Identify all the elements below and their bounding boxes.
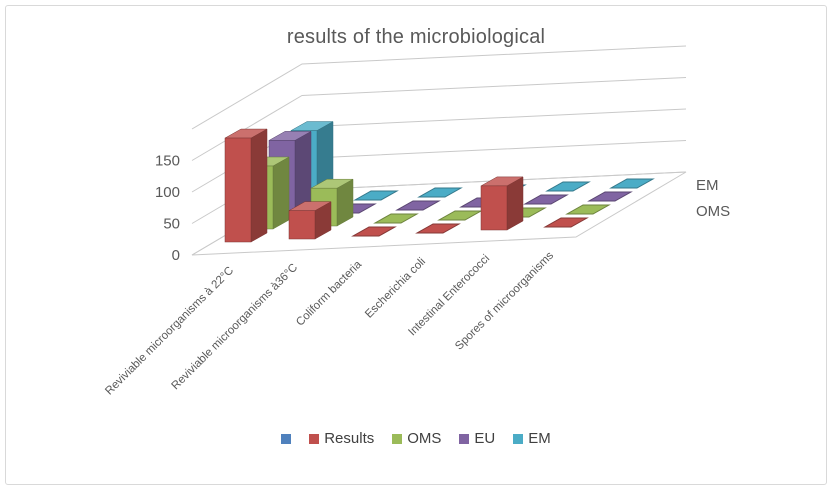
zero-bar	[353, 190, 399, 201]
legend-label: Results	[324, 430, 375, 447]
y-tick-label: 50	[163, 216, 180, 233]
legend-label: EM	[528, 430, 551, 447]
category-label: Reviviable microorganisms à36°C	[170, 262, 301, 393]
zero-bar	[609, 178, 655, 189]
zero-bar	[587, 191, 633, 202]
legend-swatch	[281, 433, 292, 444]
bar-side-face	[250, 128, 268, 243]
y-tick-label: 100	[155, 184, 180, 201]
legend-item: EU	[459, 430, 495, 447]
chart-title: results of the microbiological	[286, 26, 546, 48]
y-tick-label: 150	[155, 153, 180, 170]
bar	[224, 137, 252, 243]
category-label: Reviviable microorganisms à 22°C	[103, 265, 236, 398]
zero-bar	[395, 200, 441, 211]
legend-swatch	[392, 433, 403, 444]
legend-item: Results	[309, 430, 374, 447]
zero-bar	[417, 187, 463, 198]
depth-axis-label: EM	[696, 177, 719, 194]
category-label: Escherichia coli	[363, 256, 428, 321]
legend-item	[281, 433, 292, 444]
zero-bar	[523, 194, 569, 205]
category-label: Coliform bacteria	[294, 258, 364, 328]
chart-legend: Results OMS EU EM	[0, 430, 832, 447]
legend-label: EU	[474, 430, 496, 447]
legend-swatch	[309, 433, 320, 444]
zero-bar	[415, 223, 461, 234]
bar-side-face	[506, 176, 524, 231]
zero-bar	[545, 181, 591, 192]
bar	[288, 210, 316, 240]
zero-bar	[373, 213, 419, 224]
category-label: Spores of microorganisms	[453, 249, 556, 352]
chart-frame	[5, 5, 827, 485]
legend-item: EM	[513, 430, 551, 447]
legend-swatch	[513, 433, 524, 444]
legend-item: OMS	[392, 430, 441, 447]
zero-bar	[351, 226, 397, 237]
legend-label: OMS	[407, 430, 442, 447]
gridline	[191, 45, 687, 130]
bar-side-face	[272, 156, 290, 230]
zero-bar	[565, 204, 611, 215]
bar	[480, 185, 508, 231]
legend-swatch	[459, 433, 470, 444]
y-tick-label: 0	[172, 247, 180, 264]
zero-bar	[543, 217, 589, 228]
depth-axis-label: OMS	[696, 203, 730, 220]
